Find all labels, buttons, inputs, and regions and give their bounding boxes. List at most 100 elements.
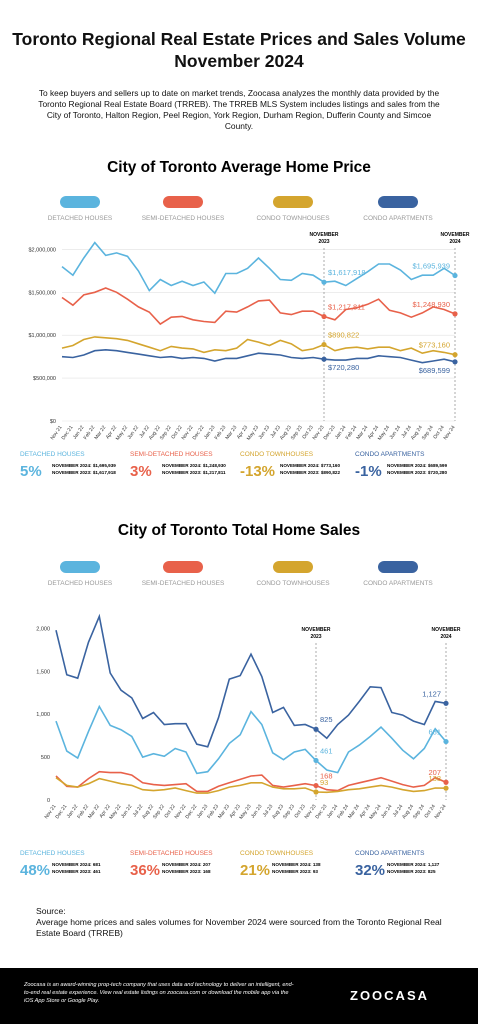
series-line (55, 704, 447, 775)
x-tick-label: May 23 (246, 425, 260, 442)
series-line (61, 241, 456, 295)
marker-label: 2024 (440, 634, 451, 640)
legend-swatch (163, 561, 203, 573)
legend-swatch (60, 196, 100, 208)
chart-title: City of Toronto Average Home Price (107, 159, 371, 176)
summary-line: NOVEMBER 2024: 138 (272, 862, 321, 867)
legend-swatch (273, 561, 313, 573)
value-label: 207 (428, 768, 441, 777)
point (313, 782, 319, 789)
value-label: $1,248,930 (412, 300, 450, 309)
summary-name: DETACHED HOUSES (20, 451, 85, 458)
summary-line: NOVEMBER 2023: 825 (387, 869, 436, 874)
summary-line: NOVEMBER 2023: $890,822 (280, 470, 340, 475)
intro-text: To keep buyers and sellers up to date on… (38, 88, 440, 131)
point (443, 738, 449, 745)
summary-change: 48% (20, 862, 50, 879)
x-tick-label: Sep 22 (152, 804, 166, 821)
point (321, 279, 327, 285)
summary-line: NOVEMBER 2023: $1,217,811 (162, 470, 226, 475)
summary-line: NOVEMBER 2023: 461 (52, 869, 101, 874)
legend-label: CONDO APARTMENTS (363, 215, 433, 222)
summary-line: NOVEMBER 2024: $1,248,930 (162, 463, 226, 468)
chart-title: City of Toronto Total Home Sales (118, 522, 360, 539)
summary-name: CONDO TOWNHOUSES (240, 850, 314, 857)
legend-swatch (273, 196, 313, 208)
legend-swatch (378, 196, 418, 208)
summary-line: NOVEMBER 2024: 207 (162, 862, 211, 867)
y-tick-label: 500 (41, 755, 50, 761)
legend-label: CONDO APARTMENTS (363, 580, 433, 587)
summary-line: NOVEMBER 2024: 1,127 (387, 862, 440, 867)
summary-line: NOVEMBER 2024: $773,160 (280, 463, 340, 468)
y-tick-label: $1,500,000 (28, 290, 56, 296)
x-tick-label: May 22 (115, 425, 129, 442)
footer-text: Zoocasa is an award-winning prop-tech co… (24, 982, 294, 1004)
point (313, 789, 319, 795)
marker-label: NOVEMBER (441, 232, 470, 238)
summary-line: NOVEMBER 2023: 93 (272, 869, 318, 874)
value-label: $1,695,939 (412, 262, 450, 271)
summary-line: NOVEMBER 2024: 681 (52, 862, 101, 867)
x-tick-label: Mar 23 (224, 425, 238, 441)
summary-name: SEMI-DETACHED HOUSES (130, 451, 213, 458)
value-label: $890,822 (328, 331, 359, 340)
summary-change: 36% (130, 862, 160, 879)
point (321, 356, 327, 362)
marker-label: NOVEMBER (432, 627, 461, 633)
x-tick-label: Jun 22 (127, 425, 141, 441)
series-line (55, 777, 447, 794)
x-tick-label: Sep 24 (421, 425, 435, 442)
point (443, 700, 449, 706)
summary-line: NOVEMBER 2024: $1,695,939 (52, 463, 116, 468)
legend-swatch (60, 561, 100, 573)
point (452, 359, 458, 365)
y-tick-label: $2,000,000 (28, 247, 56, 253)
y-tick-label: 0 (47, 798, 50, 804)
y-tick-label: 1,500 (36, 669, 50, 675)
point (443, 785, 449, 791)
x-tick-label: Mar 22 (87, 804, 101, 820)
x-tick-label: Jun 23 (258, 425, 272, 441)
point (452, 272, 458, 279)
value-label: 825 (320, 715, 333, 724)
y-tick-label: 1,000 (36, 712, 50, 718)
x-tick-label: Sep 23 (290, 425, 304, 442)
value-label: 1,127 (422, 689, 441, 698)
series-line (55, 770, 447, 793)
x-tick-label: Mar 23 (217, 804, 231, 820)
x-tick-label: Jun 23 (250, 804, 264, 820)
x-tick-label: Jun 22 (120, 804, 134, 820)
series-line (61, 287, 456, 326)
point (313, 757, 319, 764)
summary-line: NOVEMBER 2023: $1,617,918 (52, 470, 116, 475)
x-tick-label: May 23 (238, 804, 252, 821)
value-label: $773,160 (419, 341, 450, 350)
value-label: 461 (320, 746, 333, 755)
value-label: $689,599 (419, 366, 450, 375)
value-label: 168 (320, 772, 333, 781)
x-tick-label: Sep 22 (159, 425, 173, 442)
y-tick-label: $0 (50, 419, 56, 425)
y-tick-label: $500,000 (33, 376, 56, 382)
point (443, 779, 449, 785)
marker-label: NOVEMBER (302, 627, 331, 633)
x-tick-label: May 22 (108, 804, 122, 821)
summary-line: NOVEMBER 2024: $689,599 (387, 463, 447, 468)
marker-label: 2023 (318, 239, 329, 245)
legend-label: CONDO TOWNHOUSES (256, 215, 330, 222)
legend-swatch (378, 561, 418, 573)
x-tick-label: Sep 24 (412, 804, 426, 821)
series-line (55, 613, 447, 748)
x-tick-label: Jun 24 (380, 804, 394, 820)
x-tick-label: Mar 22 (93, 425, 107, 441)
summary-name: CONDO APARTMENTS (355, 850, 425, 857)
summary-change: -1% (355, 463, 382, 480)
summary-change: 21% (240, 862, 270, 879)
charts: City of Toronto Average Home Price DETACH… (20, 159, 470, 879)
x-tick-label: Mar 24 (355, 425, 369, 441)
summary-name: CONDO APARTMENTS (355, 451, 425, 458)
value-label: 138 (428, 774, 441, 783)
legend-swatch (163, 196, 203, 208)
